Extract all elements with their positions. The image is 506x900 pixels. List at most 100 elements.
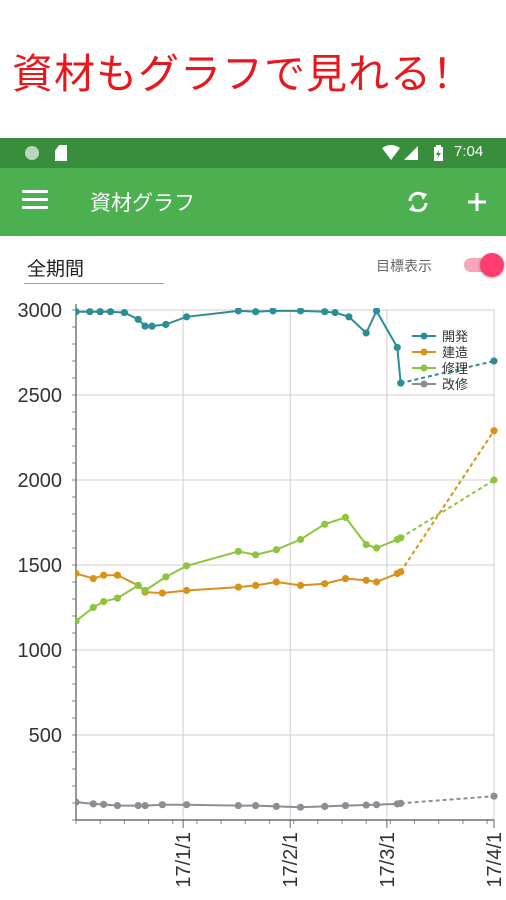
data-point <box>76 617 80 625</box>
data-point <box>113 594 122 602</box>
data-point <box>158 589 166 597</box>
material-chart: 3000 2500 2000 1500 1000 500 17/1/1 17/2/1 17/3/… <box>0 296 506 900</box>
data-point <box>120 308 128 317</box>
sd-card-icon <box>55 145 67 161</box>
data-point <box>272 578 280 586</box>
data-point <box>272 802 280 810</box>
data-point <box>234 547 242 555</box>
data-point <box>397 568 405 576</box>
data-point <box>269 308 277 315</box>
data-point <box>296 803 305 811</box>
data-point <box>113 801 122 810</box>
data-point <box>182 801 191 809</box>
y-tick-label: 1000 <box>18 640 63 662</box>
app-title: 資材グラフ <box>90 191 195 215</box>
forecast-point <box>490 476 498 484</box>
y-tick-label: 1500 <box>18 555 63 577</box>
data-point <box>397 799 405 807</box>
data-point <box>113 571 122 579</box>
y-tick-label: 2500 <box>18 385 63 407</box>
data-point <box>162 320 170 329</box>
signal-icon <box>404 146 418 160</box>
data-point <box>321 802 329 810</box>
data-point <box>252 801 260 810</box>
legend-label: 建造 <box>442 346 468 361</box>
series-line <box>76 516 402 622</box>
status-time: 7:04 <box>454 143 484 160</box>
legend-marker <box>420 348 428 356</box>
legend-label: 改修 <box>442 378 468 393</box>
data-point <box>234 583 242 591</box>
data-point <box>341 575 350 583</box>
data-point <box>141 322 149 330</box>
data-point <box>362 329 370 337</box>
data-point <box>89 800 97 808</box>
legend-marker <box>420 332 428 340</box>
data-point <box>252 308 260 316</box>
data-point <box>296 535 305 544</box>
add-icon[interactable] <box>463 188 491 216</box>
forecast-point <box>490 792 498 800</box>
data-point <box>397 379 405 387</box>
data-point <box>234 801 242 810</box>
data-point <box>89 575 97 583</box>
legend-label: 修理 <box>442 362 468 377</box>
legend-marker <box>420 364 428 372</box>
series-forecast-line <box>400 360 495 385</box>
series-forecast-line <box>400 795 495 805</box>
data-point <box>272 546 280 554</box>
series-line <box>76 308 402 384</box>
data-point <box>76 798 80 806</box>
data-point <box>345 313 353 321</box>
data-point <box>182 313 191 321</box>
data-point <box>362 801 370 809</box>
line-chart: 3000 2500 2000 1500 1000 500 17/1/1 17/2/1 17/3/… <box>18 300 506 888</box>
data-point <box>397 534 405 542</box>
data-point <box>393 343 401 351</box>
data-point <box>321 580 329 588</box>
target-display-label: 目標表示 <box>376 259 432 275</box>
status-bar: 7:04 <box>0 138 506 168</box>
app-bar: 資材グラフ <box>0 168 506 236</box>
data-point <box>100 597 108 606</box>
x-tick-label: 17/3/1 <box>377 832 399 888</box>
data-point <box>162 573 170 581</box>
menu-icon[interactable] <box>22 190 48 212</box>
data-point <box>141 801 149 810</box>
data-point <box>362 541 370 549</box>
data-point <box>89 603 97 612</box>
forecast-point <box>490 357 498 365</box>
data-point <box>141 586 149 595</box>
data-point <box>372 544 381 552</box>
wifi-icon <box>382 145 400 160</box>
period-select[interactable]: 全期間 <box>24 250 164 284</box>
x-tick-label: 17/2/1 <box>280 832 302 888</box>
data-point <box>331 308 339 317</box>
y-tick-label: 500 <box>29 725 62 747</box>
data-point <box>76 569 80 578</box>
data-point <box>100 571 108 579</box>
data-point <box>86 308 94 316</box>
x-tick-label: 17/1/1 <box>173 832 195 888</box>
series-0 <box>76 308 498 387</box>
banner-text: 資材もグラフで見れる！ <box>12 50 474 98</box>
series-3 <box>76 792 498 811</box>
target-display-toggle[interactable] <box>462 251 506 279</box>
y-tick-label: 2000 <box>18 470 63 492</box>
data-point <box>100 800 108 808</box>
y-tick-label: 3000 <box>18 300 63 322</box>
forecast-point <box>490 427 498 435</box>
sync-icon[interactable] <box>404 188 432 216</box>
data-point <box>321 308 329 316</box>
data-point <box>106 308 115 316</box>
status-icons <box>382 145 443 161</box>
toggle-thumb <box>480 253 504 277</box>
promo-banner: 資材もグラフで見れる！ <box>0 0 506 138</box>
data-point <box>96 308 104 316</box>
battery-icon <box>434 145 443 161</box>
filter-bar: 全期間 目標表示 <box>0 236 506 296</box>
data-point <box>76 308 80 316</box>
data-point <box>134 315 142 323</box>
data-point <box>341 801 350 810</box>
